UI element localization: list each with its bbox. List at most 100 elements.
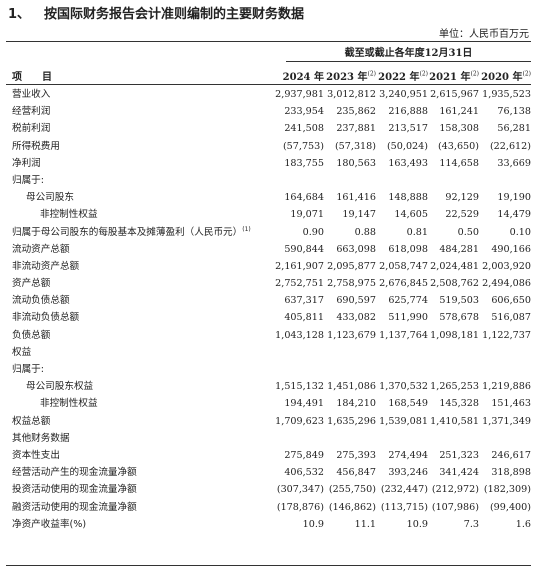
value-cell: 0.81	[406, 226, 428, 238]
value-cell: (182,309)	[483, 484, 531, 496]
table-row: 流动资产总额 590,844 663,098 618,098 484,281 490,16…	[6, 241, 531, 258]
table-row: 其他财务数据	[6, 430, 531, 447]
value-cell: (57,318)	[334, 140, 376, 152]
table-row: 非流动负债总额 405,811 433,082 511,990 578,678 516,0…	[6, 309, 531, 326]
table-row: 母公司股东权益 1,515,132 1,451,086 1,370,532 1,265,…	[6, 378, 531, 395]
value-cell: 516,087	[491, 312, 531, 324]
value-cell: (43,650)	[437, 140, 479, 152]
value-cell: 1,219,886	[482, 381, 531, 393]
value-cell: 663,098	[336, 243, 376, 255]
table-row: 资产总额 2,752,751 2,758,975 2,676,845 2,508,762…	[6, 275, 531, 292]
table-row: 融资活动使用的现金流量净额 (178,876) (146,862) (113,715)…	[6, 499, 531, 516]
table-row: 权益总额 1,709,623 1,635,296 1,539,081 1,410,581…	[6, 413, 531, 430]
value-cell: 0.90	[302, 226, 324, 238]
value-cell: 2,058,747	[379, 260, 428, 272]
value-cell: 1,137,764	[379, 329, 428, 341]
value-cell: 2,508,762	[430, 278, 479, 290]
value-cell: 1,265,253	[430, 381, 479, 393]
value-cell: 233,954	[284, 106, 324, 118]
table-row: 负债总额 1,043,128 1,123,679 1,137,764 1,098,181…	[6, 327, 531, 344]
value-cell: 10.9	[406, 518, 428, 530]
year-header: 2023 年(2)	[326, 70, 376, 83]
value-cell: 275,393	[336, 449, 376, 461]
header-rule	[6, 84, 531, 85]
row-label: 负债总额	[12, 329, 51, 341]
row-label: 资本性支出	[12, 449, 60, 461]
value-cell: 1,635,296	[327, 415, 376, 427]
value-cell: 1,122,737	[482, 329, 531, 341]
value-cell: 456,847	[336, 467, 376, 479]
section-title: 1、 按国际财务报告会计准则编制的主要财务数据	[8, 3, 304, 22]
table-row: 资本性支出 275,849 275,393 274,494 251,323 246,617	[6, 447, 531, 464]
value-cell: 1,515,132	[275, 381, 324, 393]
value-cell: 14,479	[497, 209, 531, 221]
value-cell: 158,308	[439, 123, 479, 135]
value-cell: 1,371,349	[482, 415, 531, 427]
row-label: 母公司股东权益	[26, 381, 94, 393]
value-cell: 1,539,081	[379, 415, 428, 427]
value-cell: 2,024,481	[430, 260, 479, 272]
table-row: 投资活动使用的现金流量净额 (307,347) (255,750) (232,447)…	[6, 481, 531, 498]
value-cell: 237,881	[336, 123, 376, 135]
value-cell: 519,503	[439, 295, 479, 307]
value-cell: 56,281	[497, 123, 531, 135]
value-cell: 690,597	[336, 295, 376, 307]
row-label: 非控制性权益	[40, 209, 98, 221]
value-cell: 194,491	[284, 398, 324, 410]
value-cell: 183,755	[284, 157, 324, 169]
value-cell: 19,147	[342, 209, 376, 221]
table-row: 经营利润 233,954 235,862 216,888 161,241 76,138	[6, 103, 531, 120]
year-header: 2020 年(2)	[481, 70, 531, 83]
value-cell: 19,071	[290, 209, 324, 221]
value-cell: (57,753)	[282, 140, 324, 152]
financial-table-body: 营业收入 2,937,981 3,012,812 3,240,951 2,615,967…	[6, 86, 531, 533]
value-cell: 241,508	[284, 123, 324, 135]
value-cell: 511,990	[388, 312, 428, 324]
row-label: 营业收入	[12, 89, 51, 100]
table-row: 税前利润 241,508 237,881 213,517 158,308 56,281	[6, 120, 531, 137]
unit-caption: 单位：人民币百万元	[439, 29, 529, 40]
value-cell: 1,451,086	[327, 381, 376, 393]
value-cell: 275,849	[284, 449, 324, 461]
table-row: 净资产收益率(%) 10.9 11.1 10.9 7.3 1.6	[6, 516, 531, 533]
period-rule	[286, 61, 531, 62]
value-cell: 606,650	[491, 295, 531, 307]
row-label: 流动负债总额	[12, 295, 70, 307]
value-cell: 0.88	[354, 226, 376, 238]
value-cell: 1,043,128	[275, 329, 324, 341]
value-cell: 14,605	[394, 209, 428, 221]
value-cell: 0.50	[457, 226, 479, 238]
value-cell: 625,774	[388, 295, 428, 307]
value-cell: (50,024)	[386, 140, 428, 152]
value-cell: 161,416	[336, 192, 376, 204]
value-cell: 406,532	[284, 467, 324, 479]
value-cell: 0.10	[509, 226, 531, 238]
table-row: 非控制性权益 19,071 19,147 14,605 22,529 14,479	[6, 206, 531, 223]
table-row: 归属于:	[6, 172, 531, 189]
value-cell: (232,447)	[380, 484, 428, 496]
period-caption: 截至或截止各年度12月31日	[344, 48, 473, 59]
value-cell: 1,410,581	[430, 415, 479, 427]
year-header: 2021 年(2)	[429, 70, 479, 83]
row-label: 权益总额	[12, 415, 51, 427]
value-cell: 168,549	[388, 398, 428, 410]
value-cell: 2,161,907	[275, 260, 324, 272]
value-cell: (113,715)	[380, 501, 428, 513]
row-label: 归属于:	[12, 174, 45, 186]
value-cell: 163,493	[388, 157, 428, 169]
value-cell: 637,317	[284, 295, 324, 307]
value-cell: 2,752,751	[275, 278, 324, 290]
value-cell: 145,328	[439, 398, 479, 410]
value-cell: 618,098	[388, 243, 428, 255]
row-label: 归属于母公司股东的每股基本及摊薄盈利（人民币元）(1)	[12, 225, 251, 238]
value-cell: 19,190	[497, 192, 531, 204]
value-cell: 164,684	[284, 192, 324, 204]
value-cell: 11.1	[354, 518, 376, 530]
value-cell: (107,986)	[431, 501, 479, 513]
row-label: 资产总额	[12, 278, 51, 290]
value-cell: 1.6	[515, 518, 531, 530]
value-cell: 578,678	[439, 312, 479, 324]
value-cell: 246,617	[491, 449, 531, 461]
value-cell: 393,246	[388, 467, 428, 479]
value-cell: 274,494	[388, 449, 428, 461]
